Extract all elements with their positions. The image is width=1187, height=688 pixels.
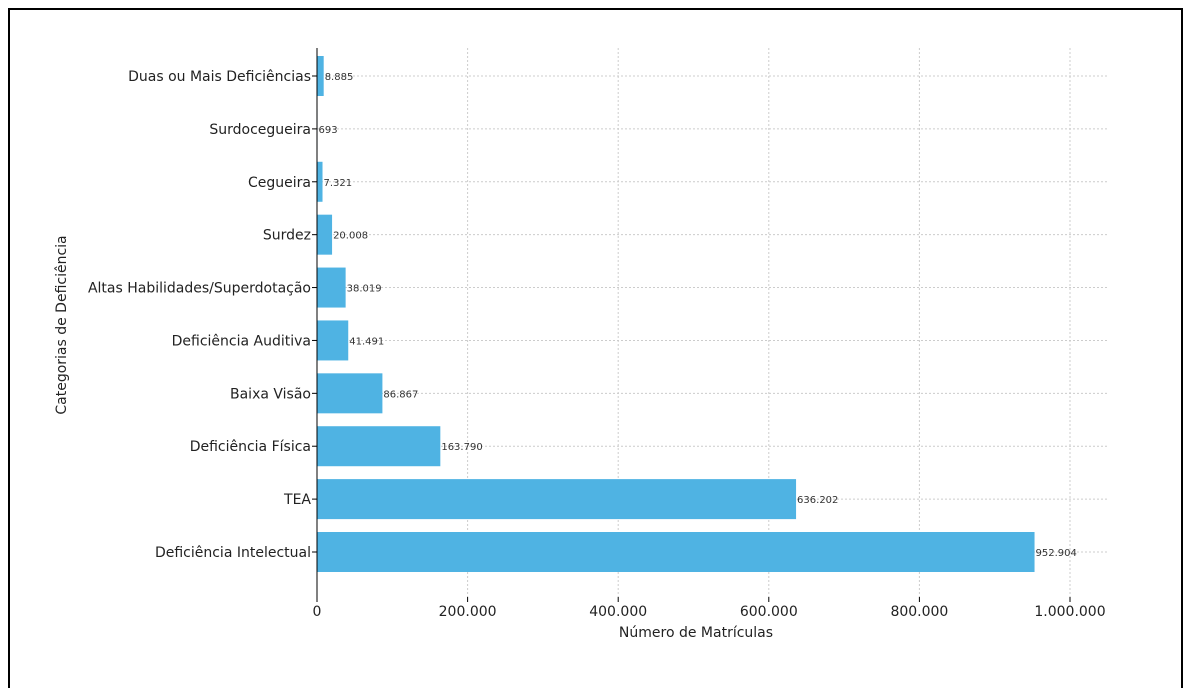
data-label: 38.019 <box>347 284 382 295</box>
data-label: 41.491 <box>349 336 384 347</box>
bar <box>317 214 333 255</box>
bars <box>317 56 1035 572</box>
x-tick-label: 400.000 <box>589 604 647 620</box>
category-label: Surdocegueira <box>209 122 311 138</box>
category-label: Altas Habilidades/Superdotação <box>88 281 311 297</box>
x-tick-label: 200.000 <box>439 604 497 620</box>
category-label: Deficiência Física <box>190 439 311 455</box>
x-axis-title: Número de Matrículas <box>619 625 773 641</box>
data-label: 693 <box>319 125 338 136</box>
bar <box>317 426 441 467</box>
bar <box>317 532 1035 572</box>
bar <box>317 161 323 202</box>
bar <box>317 56 324 96</box>
data-label: 86.867 <box>383 389 418 400</box>
category-label: TEA <box>283 492 311 508</box>
category-label: Baixa Visão <box>230 386 311 402</box>
bar <box>317 320 349 361</box>
x-ticks: 0 200.000 400.000 600.000 800.000 1.000.000 <box>313 597 1106 620</box>
value-labels: 952.904 636.202 163.790 86.867 41.491 38.019 2… <box>319 72 1077 559</box>
category-label: Deficiência Intelectual <box>155 545 311 561</box>
bar <box>317 267 346 308</box>
category-label: Deficiência Auditiva <box>172 333 311 349</box>
data-label: 163.790 <box>441 442 482 453</box>
bar <box>317 373 383 414</box>
x-tick-label: 1.000.000 <box>1034 604 1105 620</box>
category-label: Cegueira <box>248 175 311 191</box>
x-tick-label: 600.000 <box>740 604 798 620</box>
data-label: 7.321 <box>324 178 353 189</box>
chart-frame <box>8 8 1183 688</box>
data-label: 8.885 <box>325 72 354 83</box>
data-label: 20.008 <box>333 231 368 242</box>
x-tick-label: 800.000 <box>890 604 948 620</box>
category-label: Surdez <box>263 228 311 244</box>
bar <box>317 479 797 520</box>
x-tick-label: 0 <box>313 604 322 620</box>
category-labels: Deficiência Intelectual TEA Deficiência Fí… <box>88 69 317 561</box>
category-label: Duas ou Mais Deficiências <box>128 69 311 85</box>
data-label: 636.202 <box>797 495 838 506</box>
y-axis-title: Categorias de Deficiência <box>54 235 70 414</box>
data-label: 952.904 <box>1036 548 1077 559</box>
